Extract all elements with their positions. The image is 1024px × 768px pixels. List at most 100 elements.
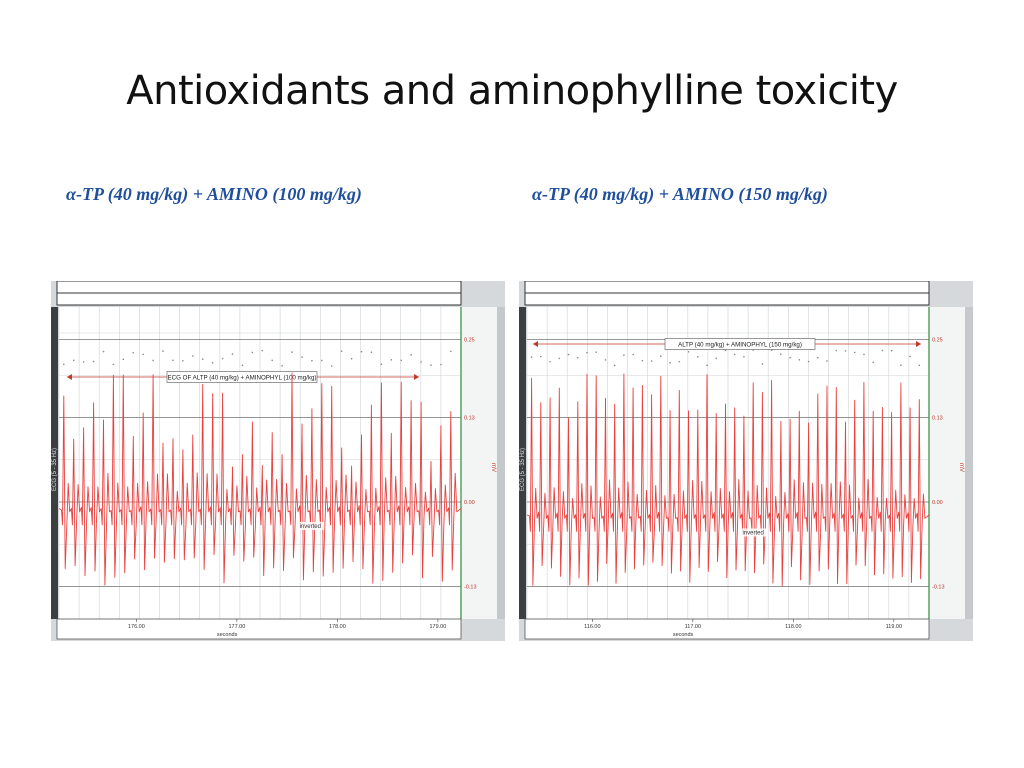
- time-axis-band: [524, 618, 930, 640]
- beat-marker: [122, 358, 125, 361]
- beat-markers: [62, 349, 452, 367]
- beat-marker: [172, 359, 174, 362]
- beat-marker: [251, 351, 254, 354]
- ecg-trace: [58, 372, 462, 586]
- beat-marker: [567, 353, 570, 356]
- beat-marker: [340, 350, 343, 352]
- y-tick-label-2: 0.00: [464, 500, 475, 506]
- beat-marker: [540, 355, 542, 358]
- beat-marker: [291, 351, 293, 353]
- beat-marker: [450, 350, 452, 353]
- beat-marker: [604, 359, 607, 361]
- beat-marker: [558, 357, 561, 360]
- right-edge: [497, 307, 505, 619]
- beat-marker: [221, 357, 224, 360]
- inverted-bg: [739, 528, 768, 537]
- annotation-box: [664, 338, 816, 350]
- beat-marker: [241, 364, 244, 367]
- beat-marker: [872, 361, 874, 363]
- beat-marker: [152, 359, 154, 362]
- beat-marker: [350, 357, 353, 360]
- y-axis-unit: mV: [490, 463, 496, 472]
- beat-marker: [211, 362, 214, 364]
- beat-marker: [595, 351, 598, 353]
- beat-marker: [844, 350, 847, 352]
- channel-label: ECG (5 - 35 Hz): [52, 448, 58, 491]
- beat-marker: [780, 353, 782, 356]
- beat-marker: [440, 363, 442, 366]
- beat-marker: [881, 349, 884, 352]
- x-tick-label-0: 176.00: [128, 624, 145, 630]
- beat-marker: [798, 359, 801, 361]
- beat-marker: [142, 353, 144, 356]
- beat-marker: [724, 349, 727, 352]
- beat-marker: [182, 359, 184, 362]
- beat-marker: [853, 351, 856, 354]
- beat-marker: [261, 349, 264, 352]
- beat-marker: [835, 349, 838, 352]
- beat-marker: [641, 359, 644, 362]
- beat-marker: [360, 350, 363, 353]
- beat-marker: [549, 360, 551, 363]
- beat-marker: [900, 364, 902, 366]
- beat-marker: [715, 357, 718, 360]
- beat-marker: [752, 349, 754, 351]
- x-tick-label-3: 179.00: [429, 624, 446, 630]
- annotation-arrow-left: [533, 341, 538, 347]
- beat-marker: [660, 355, 662, 358]
- y-axis-unit: mV: [958, 463, 964, 472]
- right-edge: [965, 307, 973, 619]
- annotation-label: ALTP (40 mg/kg) + AMINOPHYL (150 mg/kg): [678, 342, 802, 349]
- channel-label: ECG (5 - 35 Hz): [520, 448, 526, 491]
- beat-marker: [281, 365, 283, 367]
- beat-marker: [430, 364, 432, 366]
- beat-marker: [82, 361, 85, 363]
- beat-marker: [623, 354, 625, 356]
- x-axis-label: seconds: [673, 632, 694, 638]
- beat-marker: [530, 356, 533, 358]
- y-tick-label-1: 0.13: [932, 416, 943, 422]
- x-tick-label-0: 116.00: [584, 624, 600, 630]
- inverted-label: inverted: [300, 524, 321, 530]
- y-tick-label-1: 0.13: [464, 416, 475, 422]
- inverted-bg: [296, 522, 325, 530]
- beat-marker: [420, 361, 422, 363]
- beat-marker: [321, 359, 323, 362]
- x-tick-label-1: 117.00: [685, 624, 701, 630]
- ecg-trace: [526, 373, 930, 587]
- x-tick-label-2: 118.00: [785, 624, 801, 630]
- annotation-arrow-left: [67, 374, 72, 380]
- y-tick-label-3: -0.13: [464, 585, 477, 591]
- beat-marker: [102, 350, 105, 353]
- beat-marker: [706, 364, 708, 367]
- beat-marker: [613, 364, 616, 367]
- beat-marker: [72, 359, 75, 362]
- beat-marker: [816, 356, 819, 359]
- beat-marker: [201, 358, 204, 360]
- beat-marker: [789, 356, 791, 359]
- annotation-label: ECG OF ALTP (40 mg/kg) + AMINOPHYL (100 …: [168, 375, 317, 382]
- beat-marker: [807, 360, 810, 363]
- annotation-arrow-right: [916, 341, 921, 347]
- beat-marker: [743, 355, 745, 358]
- beat-marker: [380, 363, 383, 366]
- beat-marker: [231, 353, 234, 355]
- beat-marker: [390, 359, 393, 361]
- beat-marker: [400, 359, 403, 362]
- beat-marker: [826, 360, 828, 362]
- slide-title: Antioxidants and aminophylline toxicity: [126, 68, 898, 114]
- x-axis-label: seconds: [217, 632, 238, 638]
- beat-marker: [918, 364, 921, 367]
- beat-marker: [650, 360, 653, 362]
- caption-left: α-TP (40 mg/kg) + AMINO (100 mg/kg): [66, 184, 362, 204]
- caption-right: α-TP (40 mg/kg) + AMINO (150 mg/kg): [532, 184, 828, 204]
- beat-marker: [733, 353, 736, 356]
- ecg-chart-right: 0.25 0.13 0.00 -0.13 mV ECG (5 - 35 Hz) 116.00…: [519, 281, 973, 641]
- right-strip: [461, 307, 497, 619]
- beat-marker: [761, 363, 764, 365]
- beat-marker: [586, 351, 588, 354]
- time-axis-band: [56, 618, 462, 640]
- y-tick-label-0: 0.25: [932, 338, 943, 344]
- beat-marker: [301, 356, 303, 358]
- annotation-box: [166, 371, 318, 383]
